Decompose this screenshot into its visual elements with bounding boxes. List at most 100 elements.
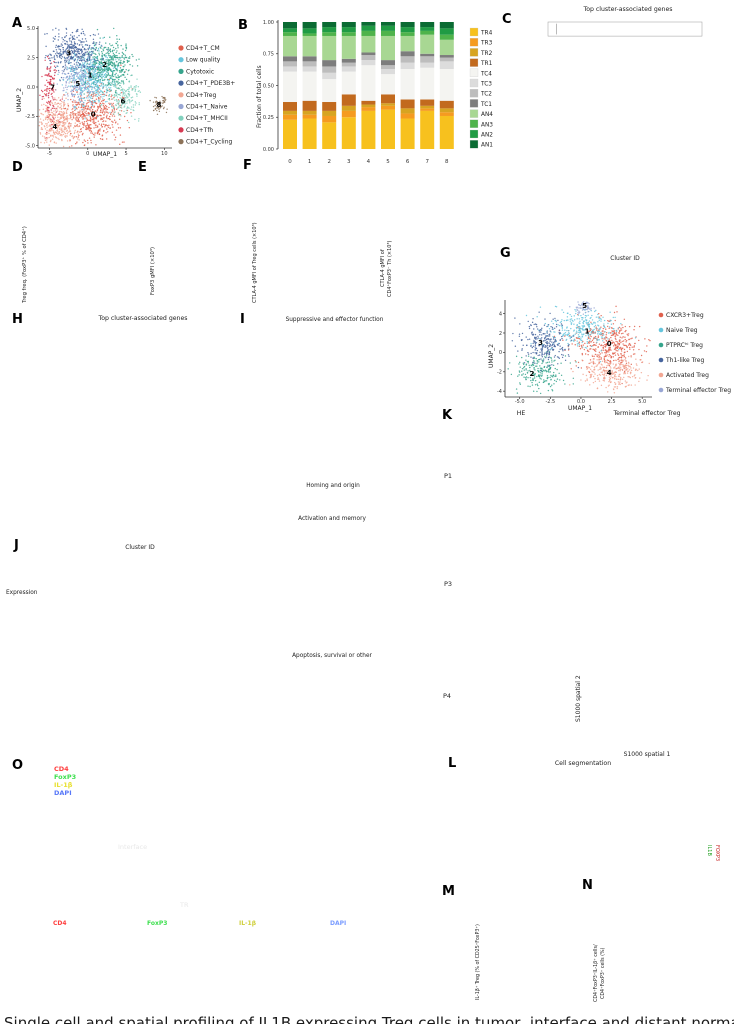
svg-text:AN3: AN3 xyxy=(481,122,493,128)
svg-text:8: 8 xyxy=(157,101,162,109)
svg-text:AN1: AN1 xyxy=(481,143,493,149)
svg-text:5: 5 xyxy=(124,151,127,157)
svg-text:CXCR3+Treg: CXCR3+Treg xyxy=(666,312,704,319)
svg-text:-2.5: -2.5 xyxy=(25,114,35,120)
svg-text:7: 7 xyxy=(425,159,429,165)
svg-text:TR2: TR2 xyxy=(480,51,493,57)
svg-text:0: 0 xyxy=(86,151,89,157)
panel-f-ylabel-right-2: CD4⁺FoxP3⁻ Th (×10³) xyxy=(387,240,393,297)
panel-o-region-an: AN xyxy=(213,764,223,772)
svg-text:TR4: TR4 xyxy=(480,31,493,37)
svg-text:2: 2 xyxy=(530,370,535,378)
svg-text:TC2: TC2 xyxy=(480,92,492,98)
panel-l-legend-il1b: IL1B xyxy=(706,845,712,856)
svg-text:7: 7 xyxy=(50,83,55,91)
panel-k-row-p4-label: P4 xyxy=(443,692,452,700)
svg-text:AN4: AN4 xyxy=(481,112,493,118)
svg-text:5: 5 xyxy=(582,302,587,310)
panel-o-channel-foxp3-label: FoxP3 xyxy=(54,773,77,781)
svg-text:6: 6 xyxy=(406,159,410,165)
svg-text:0: 0 xyxy=(288,159,292,165)
panel-e-letter: E xyxy=(138,160,147,175)
svg-text:Th1-like Treg: Th1-like Treg xyxy=(665,357,704,364)
svg-text:CD4+T_CM: CD4+T_CM xyxy=(186,45,220,52)
panel-o-letter: O xyxy=(12,758,24,773)
panel-i-section-2-title: Homing and origin xyxy=(306,483,360,489)
svg-text:Activated Treg: Activated Treg xyxy=(666,372,709,379)
panel-i-section-1-title: Suppressive and effector function xyxy=(285,317,384,323)
svg-text:5: 5 xyxy=(75,80,80,88)
svg-text:0.50: 0.50 xyxy=(263,83,274,89)
svg-text:CD4+T_Cycling: CD4+T_Cycling xyxy=(186,139,232,146)
svg-text:1: 1 xyxy=(88,72,93,80)
svg-text:TR3: TR3 xyxy=(480,41,493,47)
svg-text:4: 4 xyxy=(367,159,371,165)
svg-text:0: 0 xyxy=(91,110,96,118)
panel-a-legend: CD4+T_CM Low quality Cytotoxic CD4+T_PDE3B+… xyxy=(178,45,235,146)
panel-h-xlabel: Cluster ID xyxy=(125,544,155,551)
panel-k-row-p1-label: P1 xyxy=(444,472,453,480)
panel-g-xlabel: UMAP_1 xyxy=(567,405,593,412)
panel-o-channel-cd4-label: CD4 xyxy=(54,765,69,773)
panel-o-sub-scale-1: 20μm xyxy=(53,994,68,1000)
panel-l-scale-left: 100μm xyxy=(470,866,488,872)
svg-text:CD4+Treg: CD4+Treg xyxy=(186,92,216,99)
svg-text:Low quality: Low quality xyxy=(186,57,221,64)
panel-m-ylabel: IL-1β⁺ Treg (% of CD25⁺FoxP3⁺) xyxy=(476,924,481,1000)
panel-a-umap: -5 0 5 10 5.0 2.5 0.0 -2.5 -5.0 0 1 2 3 4 5 6 7 8 xyxy=(25,26,172,157)
svg-text:-4: -4 xyxy=(497,389,502,395)
panel-o-sub-foxp3-label: FoxP3 xyxy=(147,920,168,927)
svg-text:TC3: TC3 xyxy=(480,82,492,88)
svg-text:TR1: TR1 xyxy=(480,61,493,67)
panel-o-sub-scale-4: 20μm xyxy=(330,994,345,1000)
panel-f-letter: F xyxy=(243,158,252,173)
svg-text:3: 3 xyxy=(538,339,543,347)
panel-i-letter: I xyxy=(240,312,245,327)
svg-text:Terminal effector Treg: Terminal effector Treg xyxy=(665,387,731,394)
svg-text:0.75: 0.75 xyxy=(263,52,274,58)
svg-text:CD4+T_MHCII: CD4+T_MHCII xyxy=(186,115,228,122)
svg-text:2: 2 xyxy=(327,159,331,165)
panel-o-sub-scale-2: 20μm xyxy=(147,994,162,1000)
svg-text:5.0: 5.0 xyxy=(638,399,646,405)
panel-d-letter: D xyxy=(12,160,23,175)
svg-text:Naive Treg: Naive Treg xyxy=(666,327,698,334)
panel-h-title: Top cluster-associated genes xyxy=(98,315,188,322)
svg-text:Cytotoxic: Cytotoxic xyxy=(186,68,214,75)
svg-text:2.5: 2.5 xyxy=(27,55,35,61)
svg-text:-5.0: -5.0 xyxy=(515,399,525,405)
panel-c-xlabel: Cluster ID xyxy=(610,255,640,262)
panel-g-legend: CXCR3+Treg Naive Treg PTPRCʰⁱ Treg Th1-like… xyxy=(658,312,731,394)
panel-b-ylabel: Fraction of total cells xyxy=(256,65,263,128)
svg-text:4: 4 xyxy=(499,311,502,317)
panel-l-legend-foxp3: FOXP3 xyxy=(714,845,720,862)
panel-o-scale-main: 100μm xyxy=(53,898,73,904)
panel-i-section-3-title: Activation and memory xyxy=(298,516,366,522)
svg-text:1: 1 xyxy=(308,159,312,165)
svg-text:CD4+T_Naive: CD4+T_Naive xyxy=(186,104,228,111)
panel-a-ylabel: UMAP_2 xyxy=(16,87,23,112)
svg-text:TC4: TC4 xyxy=(480,71,492,77)
panel-o-region-tr: TR xyxy=(180,901,189,909)
panel-a-xlabel: UMAP_1 xyxy=(92,151,118,158)
panel-l-scale-right: 100μm xyxy=(590,866,608,872)
panel-o-merge-label: Merge xyxy=(263,765,285,773)
panel-n-ylabel-2: CD4⁺FoxP3⁺ cells (%) xyxy=(601,947,606,999)
svg-text:0.00: 0.00 xyxy=(263,147,274,153)
panel-k-header-he: HE xyxy=(516,410,526,417)
panel-b-letter: B xyxy=(238,18,248,33)
svg-text:4: 4 xyxy=(52,123,57,131)
panel-f-ylabel-left: CTLA-4 gMFI of Treg cells (×10³) xyxy=(252,222,258,303)
svg-text:CD4+Tfh: CD4+Tfh xyxy=(186,127,213,134)
svg-text:CD4+T_PDE3B+: CD4+T_PDE3B+ xyxy=(186,80,235,87)
svg-text:3: 3 xyxy=(66,49,71,57)
panel-c-title: Top cluster-associated genes xyxy=(583,6,673,13)
panel-l-title: Cell segmentation xyxy=(554,760,612,767)
svg-text:PTPRCʰⁱ Treg: PTPRCʰⁱ Treg xyxy=(666,342,703,349)
svg-text:2: 2 xyxy=(499,331,502,337)
svg-text:1.00: 1.00 xyxy=(263,20,274,26)
panel-k-ylabel: S1000 spatial 2 xyxy=(575,675,582,722)
svg-text:-5: -5 xyxy=(47,151,52,157)
